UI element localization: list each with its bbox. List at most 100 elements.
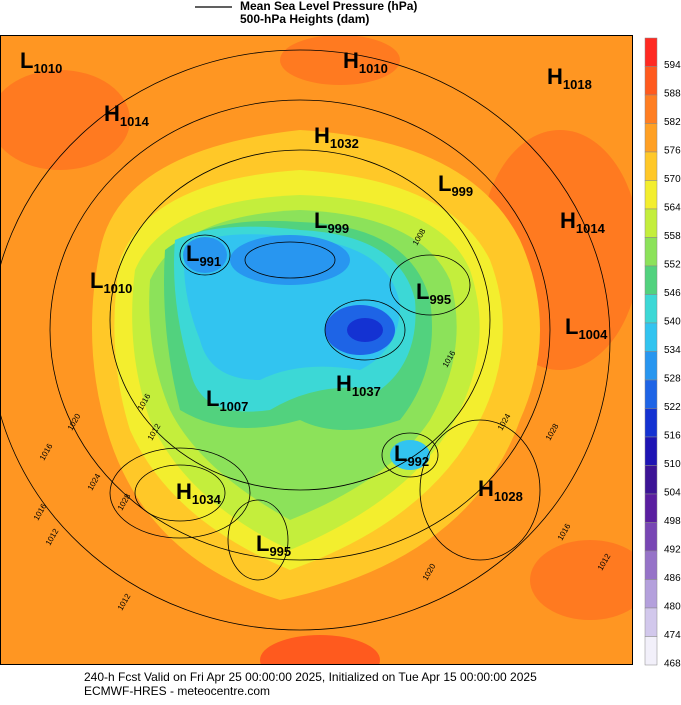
pressure-center: H1037 xyxy=(336,371,381,400)
colorbar-box xyxy=(644,465,658,495)
center-value: 1010 xyxy=(359,61,388,76)
center-kind: L xyxy=(394,441,407,466)
colorbar-label: 498 xyxy=(664,516,681,527)
colorbar-label: 570 xyxy=(664,174,681,185)
colorbar-label: 510 xyxy=(664,459,681,470)
center-kind: H xyxy=(343,48,359,73)
pressure-center: L995 xyxy=(256,531,291,560)
colorbar-box xyxy=(644,37,658,67)
pressure-center: L999 xyxy=(314,208,349,237)
colorbar-label: 540 xyxy=(664,317,681,328)
colorbar-box xyxy=(644,322,658,352)
colorbar-label: 516 xyxy=(664,431,681,442)
colorbar-box xyxy=(644,636,658,666)
colorbar-box xyxy=(644,493,658,523)
legend-text: Mean Sea Level Pressure (hPa) xyxy=(240,0,417,13)
pressure-center: H1014 xyxy=(104,101,150,130)
colorbar-label: 468 xyxy=(664,659,681,670)
center-value: 1032 xyxy=(330,136,359,151)
center-value: 1004 xyxy=(578,327,608,342)
colorbar-label: 474 xyxy=(664,630,681,641)
colorbar-box xyxy=(644,180,658,210)
pressure-center: L995 xyxy=(416,279,451,308)
pressure-center: H1034 xyxy=(176,479,222,508)
legend-text: 500-hPa Heights (dam) xyxy=(240,12,369,26)
center-kind: L xyxy=(20,48,33,73)
colorbar-label: 594 xyxy=(664,60,681,71)
pressure-center: H1018 xyxy=(547,64,592,93)
map xyxy=(0,35,633,665)
center-kind: H xyxy=(478,476,494,501)
colorbar-label: 528 xyxy=(664,374,681,385)
center-kind: L xyxy=(256,531,269,556)
colorbar-label: 558 xyxy=(664,231,681,242)
colorbar-label: 486 xyxy=(664,573,681,584)
colorbar-box xyxy=(644,294,658,324)
center-kind: H xyxy=(547,64,563,89)
colorbar-label: 534 xyxy=(664,345,681,356)
colorbar-box xyxy=(644,237,658,267)
pressure-center: L1007 xyxy=(206,386,248,415)
center-value: 991 xyxy=(199,254,221,269)
center-value: 1034 xyxy=(192,492,222,507)
center-kind: L xyxy=(314,208,327,233)
colorbar-box xyxy=(644,607,658,637)
colorbar-label: 588 xyxy=(664,89,681,100)
colorbar-label: 504 xyxy=(664,488,681,499)
center-kind: L xyxy=(565,314,578,339)
colorbar-label: 480 xyxy=(664,602,681,613)
colorbar-box xyxy=(644,522,658,552)
footer-line: ECMWF-HRES - meteocentre.com xyxy=(84,684,270,698)
map-frame xyxy=(0,35,633,665)
colorbar-label: 546 xyxy=(664,288,681,299)
center-value: 1010 xyxy=(103,281,132,296)
colorbar-label: 522 xyxy=(664,402,681,413)
center-value: 992 xyxy=(407,454,429,469)
pressure-center: L992 xyxy=(394,441,429,470)
center-value: 1018 xyxy=(563,77,592,92)
center-kind: H xyxy=(314,123,330,148)
center-kind: L xyxy=(186,241,199,266)
pressure-center: H1010 xyxy=(343,48,388,77)
colorbar-box xyxy=(644,436,658,466)
colorbar-label: 492 xyxy=(664,545,681,556)
colorbar-box xyxy=(644,550,658,580)
center-value: 1007 xyxy=(219,399,248,414)
center-value: 999 xyxy=(451,184,473,199)
colorbar-label: 582 xyxy=(664,117,681,128)
center-value: 1037 xyxy=(352,384,381,399)
pressure-center: L1010 xyxy=(90,268,132,297)
center-value: 995 xyxy=(429,292,451,307)
center-value: 1014 xyxy=(120,114,150,129)
center-kind: H xyxy=(336,371,352,396)
colorbar-box xyxy=(644,408,658,438)
center-kind: L xyxy=(90,268,103,293)
center-kind: L xyxy=(416,279,429,304)
center-value: 1014 xyxy=(576,221,606,236)
colorbar-box xyxy=(644,579,658,609)
center-value: 999 xyxy=(327,221,349,236)
footer-line: 240-h Fcst Valid on Fri Apr 25 00:00:00 … xyxy=(84,670,537,684)
center-kind: H xyxy=(104,101,120,126)
colorbar-label: 576 xyxy=(664,146,681,157)
colorbar-box xyxy=(644,379,658,409)
colorbar-label: 552 xyxy=(664,260,681,271)
colorbar-box xyxy=(644,151,658,181)
pressure-center: L1010 xyxy=(20,48,62,77)
center-value: 995 xyxy=(269,544,291,559)
pressure-center: L991 xyxy=(186,241,221,270)
center-value: 1010 xyxy=(33,61,62,76)
center-value: 1028 xyxy=(494,489,523,504)
center-kind: L xyxy=(206,386,219,411)
colorbar-box xyxy=(644,208,658,238)
colorbar-box xyxy=(644,123,658,153)
pressure-center: H1028 xyxy=(478,476,523,505)
pressure-center: L999 xyxy=(438,171,473,200)
pressure-center: H1014 xyxy=(560,208,606,237)
pressure-center: H1032 xyxy=(314,123,359,152)
center-kind: H xyxy=(560,208,576,233)
colorbar-box xyxy=(644,351,658,381)
pressure-center: L1004 xyxy=(565,314,608,343)
center-kind: L xyxy=(438,171,451,196)
